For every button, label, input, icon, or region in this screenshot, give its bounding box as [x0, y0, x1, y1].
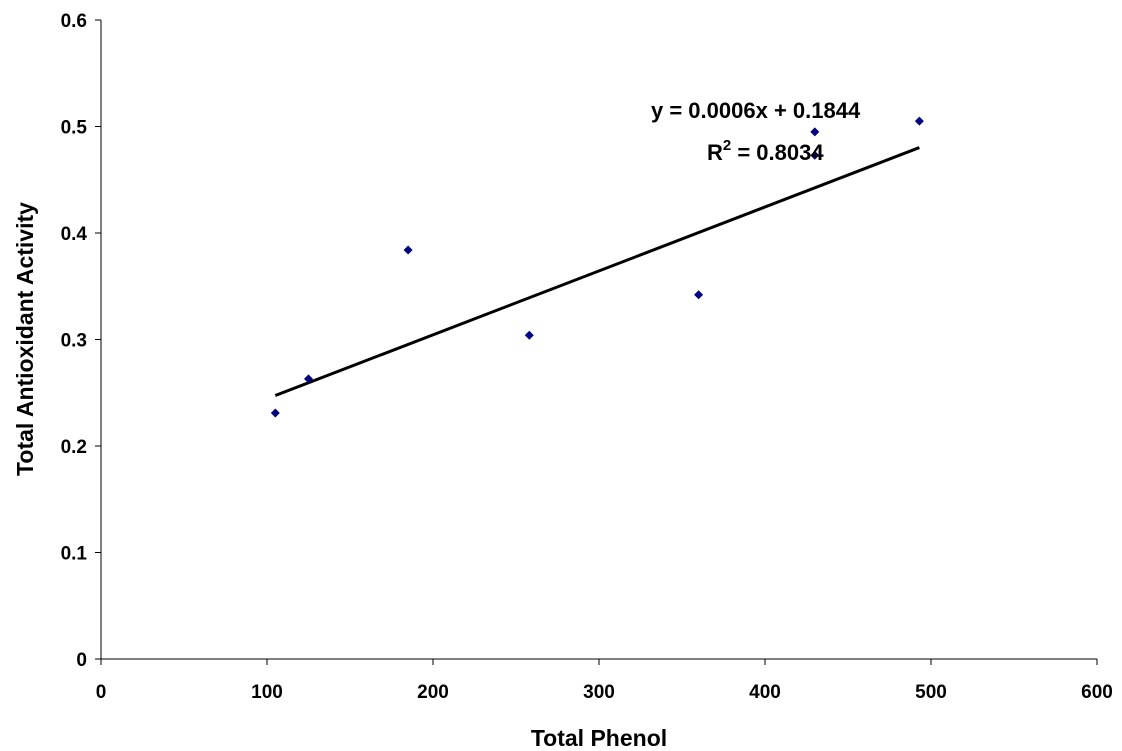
x-tick-label: 500	[915, 682, 947, 703]
y-axis-title: Total Antioxidant Activity	[12, 202, 38, 476]
x-tick-label: 300	[583, 682, 615, 703]
data-point	[694, 290, 704, 300]
trendline-group	[274, 146, 920, 397]
y-tick-label: 0.5	[61, 118, 88, 139]
r-squared-value: = 0.8034	[731, 140, 824, 165]
y-tick-label: 0.6	[61, 11, 87, 32]
data-point	[304, 374, 313, 384]
r-squared-superscript: 2	[723, 137, 731, 154]
data-point	[810, 127, 820, 137]
x-tick-label: 600	[1081, 682, 1113, 703]
data-points	[270, 116, 924, 418]
r-squared-label: R2 = 0.8034	[707, 137, 824, 165]
x-tick-label: 100	[251, 682, 283, 703]
data-point	[524, 330, 534, 340]
x-tick-label: 200	[417, 682, 449, 703]
data-point	[403, 245, 413, 255]
y-tick-label: 0.3	[61, 331, 87, 352]
x-tick-label: 400	[749, 682, 781, 703]
y-ticks: 0 0.1 0.2 0.3 0.4 0.5 0.6	[61, 11, 101, 671]
x-axis-title: Total Phenol	[531, 725, 667, 751]
trendline-equation: y = 0.0006x + 0.1844	[651, 98, 861, 123]
r-squared-symbol: R	[707, 140, 723, 165]
x-ticks: 0 100 200 300 400 500 600	[96, 659, 1113, 703]
y-tick-label: 0.2	[61, 437, 87, 458]
y-tick-label: 0	[76, 650, 87, 671]
y-tick-label: 0.4	[61, 224, 88, 245]
trendline	[274, 146, 920, 397]
x-tick-label: 0	[96, 682, 107, 703]
data-point	[914, 116, 924, 126]
y-tick-label: 0.1	[61, 544, 88, 565]
data-point	[270, 408, 280, 418]
axes	[100, 20, 1097, 660]
data-point	[810, 150, 820, 160]
